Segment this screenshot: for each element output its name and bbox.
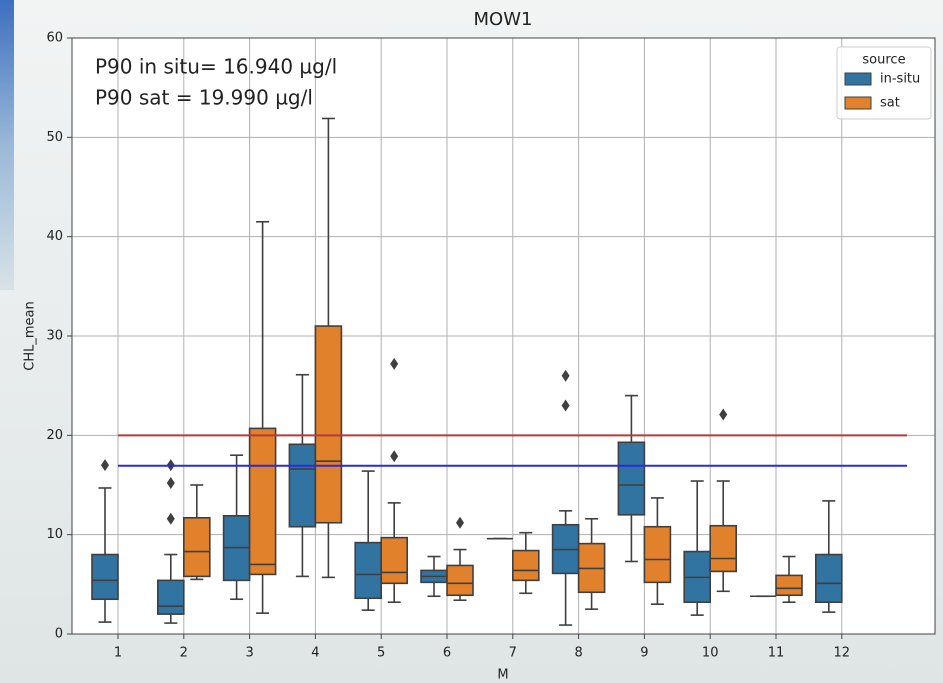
x-tick-label: 8 xyxy=(574,646,582,661)
y-tick-label: 30 xyxy=(46,329,63,344)
y-tick-label: 60 xyxy=(46,31,63,46)
legend-swatch xyxy=(845,97,871,109)
x-tick-label: 7 xyxy=(509,646,517,661)
chart: MOW1 M CHL_mean P90 in situ= 16.940 µg/l… xyxy=(0,0,943,683)
y-tick-label: 20 xyxy=(46,428,63,443)
y-tick-label: 0 xyxy=(55,627,63,642)
box xyxy=(315,326,341,523)
x-tick-label: 5 xyxy=(377,646,385,661)
box xyxy=(776,575,802,595)
x-tick-label: 1 xyxy=(114,646,122,661)
x-tick-label: 10 xyxy=(702,646,719,661)
box xyxy=(710,526,736,572)
y-tick-label: 10 xyxy=(46,527,63,542)
box xyxy=(447,565,473,595)
box xyxy=(355,543,381,599)
box xyxy=(381,538,407,584)
box xyxy=(92,555,118,600)
x-tick-label: 2 xyxy=(180,646,188,661)
box xyxy=(513,551,539,581)
x-tick-label: 11 xyxy=(768,646,785,661)
x-tick-label: 3 xyxy=(245,646,253,661)
legend-label: in-situ xyxy=(880,72,920,87)
y-axis-label: CHL_mean xyxy=(23,301,38,370)
box xyxy=(289,444,315,526)
y-tick-label: 40 xyxy=(46,229,63,244)
box xyxy=(158,580,184,614)
box xyxy=(618,442,644,515)
page: MOW1 M CHL_mean P90 in situ= 16.940 µg/l… xyxy=(0,0,943,683)
chart-title: MOW1 xyxy=(474,9,533,30)
x-tick-label: 12 xyxy=(834,646,851,661)
box xyxy=(644,527,670,583)
x-tick-label: 9 xyxy=(640,646,648,661)
y-tick-label: 50 xyxy=(46,130,63,145)
box xyxy=(250,428,276,574)
background-photo xyxy=(0,0,14,290)
legend-label: sat xyxy=(880,96,900,111)
x-axis-label: M xyxy=(497,668,508,683)
legend-swatch xyxy=(845,73,871,85)
legend-title: source xyxy=(862,53,905,68)
box xyxy=(184,518,210,577)
box xyxy=(816,555,842,603)
annotation: P90 sat = 19.990 µg/l xyxy=(95,86,313,110)
x-tick-label: 4 xyxy=(311,646,319,661)
annotation: P90 in situ= 16.940 µg/l xyxy=(95,55,337,79)
x-tick-label: 6 xyxy=(443,646,451,661)
